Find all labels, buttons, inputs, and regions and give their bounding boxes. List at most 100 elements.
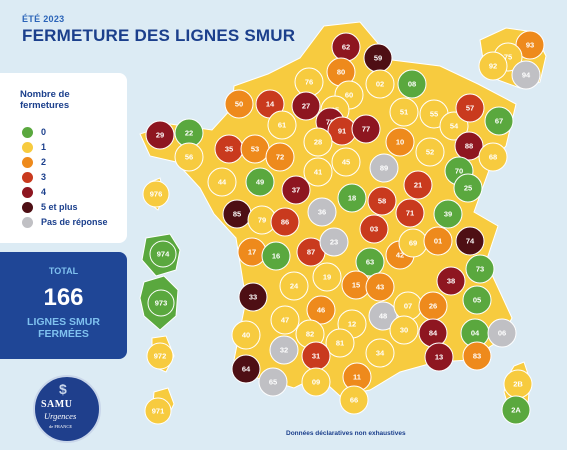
department-code-34: 34 bbox=[376, 348, 385, 357]
department-07: 07 bbox=[393, 291, 423, 321]
department-code-976: 976 bbox=[150, 189, 163, 198]
department-36: 36 bbox=[307, 197, 337, 227]
total-text: LIGNES SMUR FERMÉES bbox=[0, 316, 127, 340]
department-area-50 bbox=[224, 89, 254, 119]
department-code-86: 86 bbox=[281, 217, 289, 226]
department-code-22: 22 bbox=[185, 128, 193, 137]
department-29: 29 bbox=[145, 120, 175, 150]
legend-swatch-5 bbox=[22, 201, 33, 213]
department-22: 22 bbox=[174, 118, 204, 148]
department-area-23 bbox=[319, 227, 349, 257]
department-area-32 bbox=[269, 335, 299, 365]
total-label: TOTAL bbox=[48, 266, 79, 276]
department-code-10: 10 bbox=[396, 137, 404, 146]
department-code-40: 40 bbox=[242, 330, 250, 339]
department-2B: 2B bbox=[503, 369, 533, 399]
department-code-77: 77 bbox=[362, 124, 370, 133]
department-area-44 bbox=[207, 167, 237, 197]
department-area-57 bbox=[455, 93, 485, 123]
department-area-27 bbox=[291, 91, 321, 121]
department-code-27: 27 bbox=[302, 101, 310, 110]
department-code-05: 05 bbox=[473, 295, 481, 304]
department-code-974: 974 bbox=[157, 249, 170, 258]
department-code-29: 29 bbox=[156, 130, 164, 139]
legend-label-5: 5 et plus bbox=[41, 202, 78, 212]
department-28: 28 bbox=[303, 127, 333, 157]
department-area-83 bbox=[462, 341, 492, 371]
department-code-32: 32 bbox=[280, 345, 288, 354]
department-code-973: 973 bbox=[155, 298, 168, 307]
legend-panel: Nombre de fermetures 0 1 2 3 4 5 et plus… bbox=[0, 73, 127, 243]
department-area-45 bbox=[331, 147, 361, 177]
department-code-48: 48 bbox=[379, 311, 387, 320]
department-area-39 bbox=[433, 199, 463, 229]
total-panel: TOTAL 166 LIGNES SMUR FERMÉES bbox=[0, 252, 127, 359]
department-area-38 bbox=[436, 266, 466, 296]
department-code-04: 04 bbox=[471, 328, 480, 337]
department-code-2B: 2B bbox=[513, 379, 523, 388]
department-44: 44 bbox=[207, 167, 237, 197]
department-67: 67 bbox=[484, 106, 514, 136]
department-972: 972 bbox=[146, 342, 174, 370]
department-code-70: 70 bbox=[455, 166, 463, 175]
department-06: 06 bbox=[487, 318, 517, 348]
department-area-19 bbox=[312, 262, 342, 292]
department-81: 81 bbox=[325, 328, 355, 358]
department-code-55: 55 bbox=[430, 109, 438, 118]
department-code-50: 50 bbox=[235, 99, 243, 108]
department-89: 89 bbox=[369, 153, 399, 183]
department-code-47: 47 bbox=[281, 315, 289, 324]
department-code-87: 87 bbox=[307, 247, 315, 256]
department-code-94: 94 bbox=[522, 70, 531, 79]
samu-logo: $ SAMU Urgences de FRANCE bbox=[33, 375, 101, 443]
department-32: 32 bbox=[269, 335, 299, 365]
department-code-35: 35 bbox=[225, 144, 233, 153]
total-text-line2: FERMÉES bbox=[38, 328, 89, 340]
department-code-26: 26 bbox=[429, 301, 437, 310]
map-subtitle: ÉTÉ 2023 bbox=[22, 14, 65, 24]
department-area-08 bbox=[397, 69, 427, 99]
department-85: 85 bbox=[222, 199, 252, 229]
department-73: 73 bbox=[465, 254, 495, 284]
total-text-line1: LIGNES SMUR bbox=[27, 316, 100, 328]
department-area-974 bbox=[149, 240, 177, 268]
department-code-31: 31 bbox=[312, 351, 320, 360]
department-34: 34 bbox=[365, 338, 395, 368]
department-area-06 bbox=[487, 318, 517, 348]
department-code-972: 972 bbox=[154, 351, 167, 360]
department-code-11: 11 bbox=[353, 372, 361, 381]
department-code-02: 02 bbox=[376, 79, 384, 88]
department-17: 17 bbox=[237, 237, 267, 267]
department-area-10 bbox=[385, 127, 415, 157]
department-57: 57 bbox=[455, 93, 485, 123]
department-area-13 bbox=[424, 342, 454, 372]
department-code-25: 25 bbox=[464, 183, 472, 192]
department-21: 21 bbox=[403, 170, 433, 200]
department-39: 39 bbox=[433, 199, 463, 229]
department-code-66: 66 bbox=[350, 395, 358, 404]
department-area-971 bbox=[144, 397, 172, 425]
department-01: 01 bbox=[423, 226, 453, 256]
department-code-88: 88 bbox=[465, 141, 473, 150]
logo-line3: de FRANCE bbox=[49, 424, 73, 429]
department-2A: 2A bbox=[501, 395, 531, 425]
department-25: 25 bbox=[453, 173, 483, 203]
department-area-973 bbox=[147, 289, 175, 317]
legend-title: Nombre de fermetures bbox=[20, 89, 70, 111]
department-area-86 bbox=[270, 207, 300, 237]
department-18: 18 bbox=[337, 183, 367, 213]
department-code-971: 971 bbox=[152, 406, 165, 415]
department-code-2A: 2A bbox=[511, 405, 521, 414]
department-code-16: 16 bbox=[272, 251, 280, 260]
department-56: 56 bbox=[174, 142, 204, 172]
department-area-47 bbox=[270, 305, 300, 335]
department-area-94 bbox=[511, 60, 541, 90]
department-973: 973 bbox=[147, 289, 175, 317]
department-area-48 bbox=[368, 301, 398, 331]
department-area-46 bbox=[306, 295, 336, 325]
department-area-976 bbox=[142, 180, 170, 208]
department-code-49: 49 bbox=[256, 177, 264, 186]
department-code-67: 67 bbox=[495, 116, 503, 125]
department-code-56: 56 bbox=[185, 152, 193, 161]
department-49: 49 bbox=[245, 167, 275, 197]
